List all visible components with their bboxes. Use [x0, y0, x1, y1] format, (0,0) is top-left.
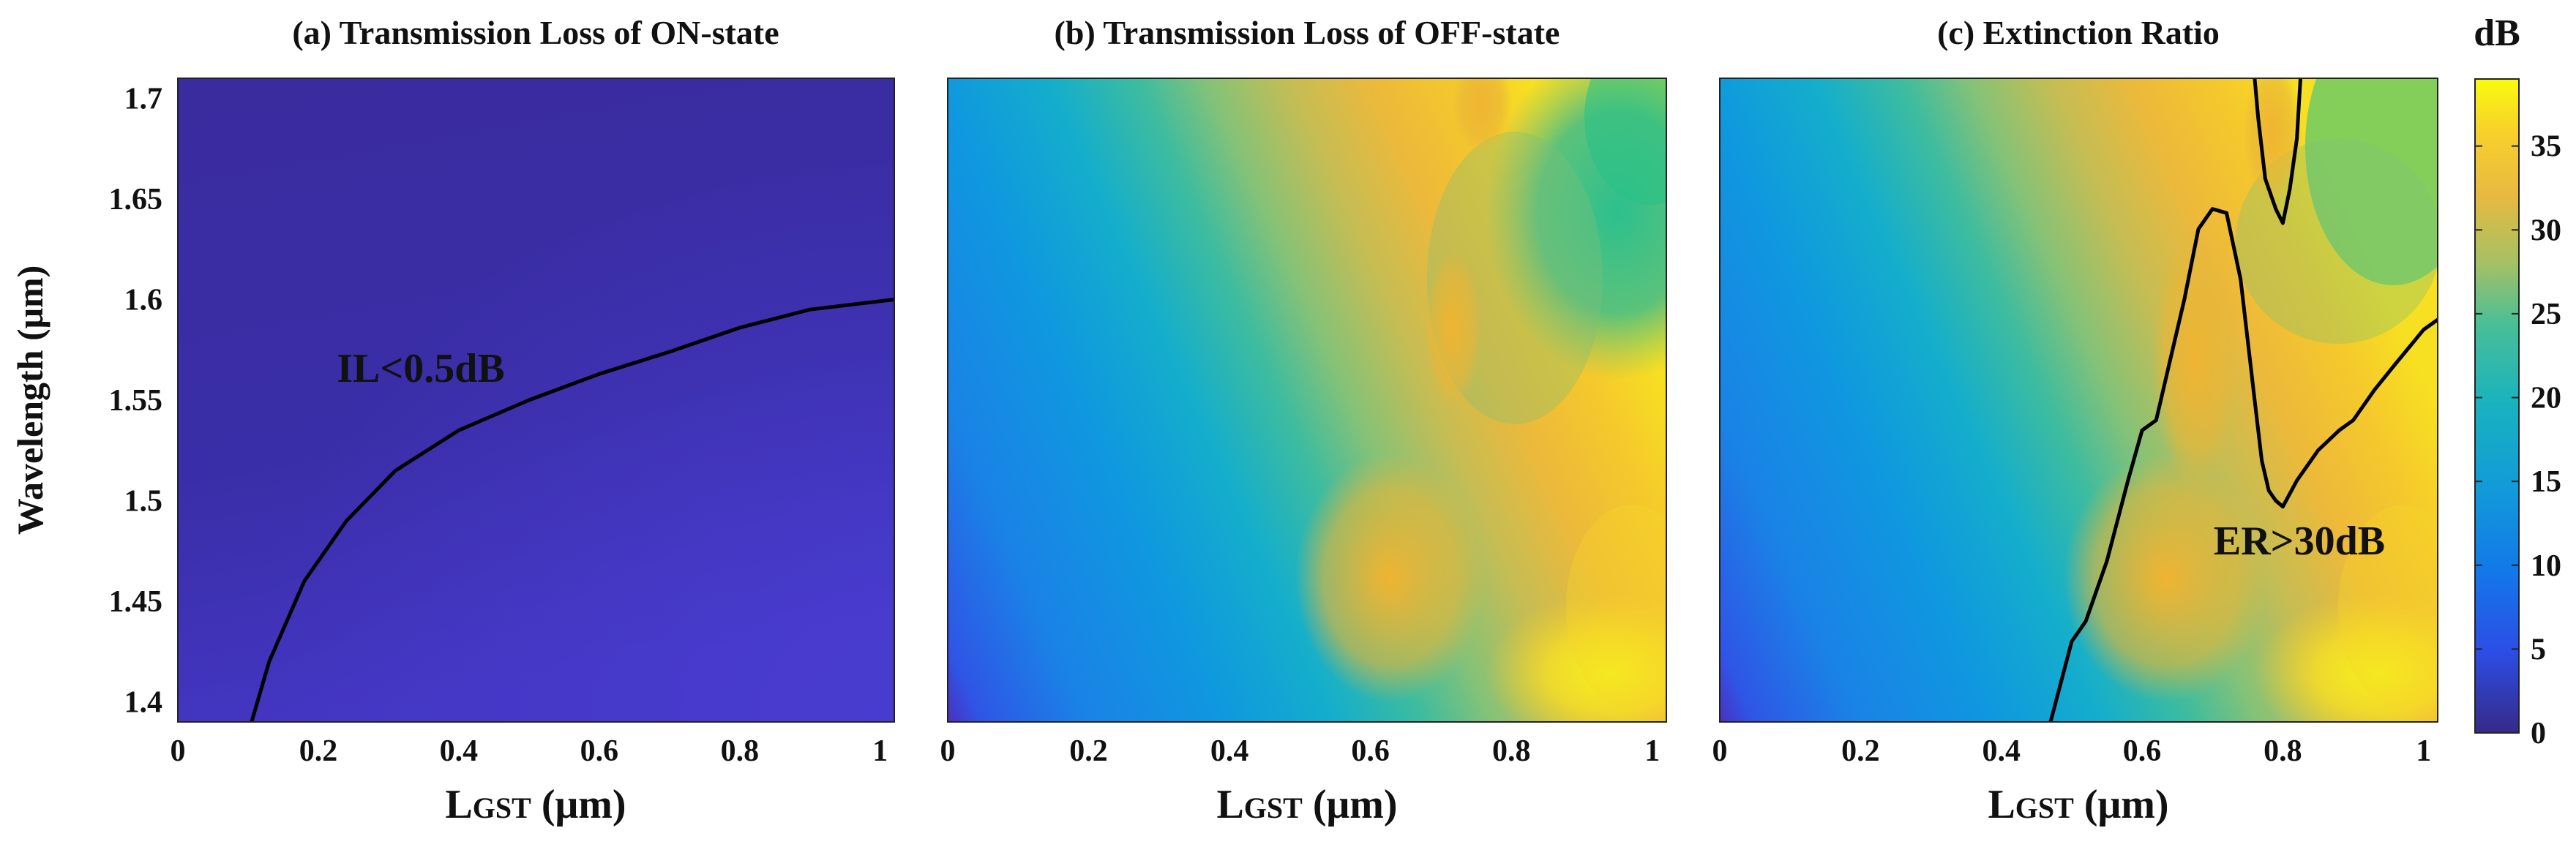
x-tick-label: 0.4 [440, 734, 479, 768]
y-tick-label: 1.5 [124, 485, 163, 519]
colorbar-tick-label: 30 [2531, 214, 2561, 247]
panel-b-x-ticks: 0 0.2 0.4 0.6 0.8 1 [940, 734, 1660, 768]
panel-c-contour-er-loop [2253, 78, 2302, 225]
panel-b-title: (b) Transmission Loss of OFF-state [1055, 14, 1560, 51]
panel-a-title: (a) Transmission Loss of ON-state [292, 14, 779, 51]
x-tick-label: 0.6 [580, 734, 619, 768]
x-tick-label: 0.8 [721, 734, 760, 768]
y-tick-label: 1.7 [124, 83, 163, 116]
colorbar-tick-label: 0 [2531, 717, 2546, 750]
x-tick-label: 0.6 [1351, 734, 1390, 768]
colorbar-tick-label: 25 [2531, 298, 2561, 331]
panel-c-x-ticks: 0 0.2 0.4 0.6 0.8 1 [1712, 734, 2432, 768]
colorbar-tick-label: 10 [2531, 549, 2561, 583]
panel-b-x-label: LGST (μm) [1216, 782, 1397, 827]
y-tick-label: 1.55 [109, 384, 163, 418]
x-tick-label: 0.6 [2123, 734, 2162, 768]
panel-a-y-ticks: 1.4 1.45 1.5 1.55 1.6 1.65 1.7 [109, 83, 163, 720]
x-tick-label: 0 [171, 734, 186, 768]
colorbar-ticks: 0 5 10 15 20 25 30 35 [2475, 130, 2561, 750]
x-label-main: L [1988, 782, 2015, 827]
colorbar-tick-label: 15 [2531, 465, 2561, 499]
y-tick-label: 1.6 [124, 284, 163, 317]
panel-a-annotation: IL<0.5dB [337, 346, 505, 391]
x-tick-label: 0 [940, 734, 956, 768]
colorbar-gradient [2475, 79, 2519, 733]
y-tick-label: 1.4 [124, 686, 163, 720]
panel-a-x-ticks: 0 0.2 0.4 0.6 0.8 1 [171, 734, 888, 768]
x-label-sub: GST [473, 791, 531, 824]
x-label-unit: (μm) [1303, 782, 1398, 827]
x-tick-label: 1 [872, 734, 888, 768]
panel-c-x-label: LGST (μm) [1988, 782, 2168, 827]
panel-c-title: (c) Extinction Ratio [1937, 14, 2220, 51]
panel-c: (c) Extinction Ratio ER>30dB 0 0.2 0.4 0.6 0… [1712, 14, 2438, 827]
panel-b: (b) Transmission Loss of OFF-state 0 0.2 0… [940, 14, 1667, 827]
x-tick-label: 1 [2416, 734, 2431, 768]
x-tick-label: 0.2 [1841, 734, 1880, 768]
colorbar-title: dB [2474, 12, 2520, 54]
x-label-main: L [445, 782, 472, 827]
x-tick-label: 0.2 [299, 734, 338, 768]
colorbar-tick-label: 35 [2531, 130, 2561, 164]
x-label-unit: (μm) [2074, 782, 2169, 827]
x-label-unit: (μm) [531, 782, 626, 827]
colorbar-tick-label: 20 [2531, 382, 2561, 415]
panel-a-contour-il [250, 298, 894, 722]
x-label-sub: GST [2015, 791, 2074, 824]
y-tick-label: 1.65 [109, 183, 163, 217]
x-tick-label: 0.8 [2264, 734, 2302, 768]
panel-a-x-label: LGST (μm) [445, 782, 626, 827]
panel-c-contour-er-main [2048, 207, 2438, 722]
panel-c-annotation: ER>30dB [2214, 519, 2385, 564]
x-label-sub: GST [1244, 791, 1303, 824]
panel-a: (a) Transmission Loss of ON-state IL<0.5… [10, 14, 895, 827]
x-tick-label: 0.4 [1982, 734, 2021, 768]
x-tick-label: 0.2 [1069, 734, 1108, 768]
x-label-main: L [1216, 782, 1243, 827]
colorbar: dB 0 5 10 15 20 25 30 35 [2474, 12, 2561, 750]
x-tick-label: 0.4 [1210, 734, 1249, 768]
x-tick-label: 1 [1644, 734, 1660, 768]
colorbar-tick-label: 5 [2531, 633, 2546, 666]
x-tick-label: 0.8 [1492, 734, 1531, 768]
panel-a-y-label: Wavelength (μm) [10, 266, 50, 535]
y-tick-label: 1.45 [109, 585, 163, 619]
x-tick-label: 0 [1712, 734, 1728, 768]
